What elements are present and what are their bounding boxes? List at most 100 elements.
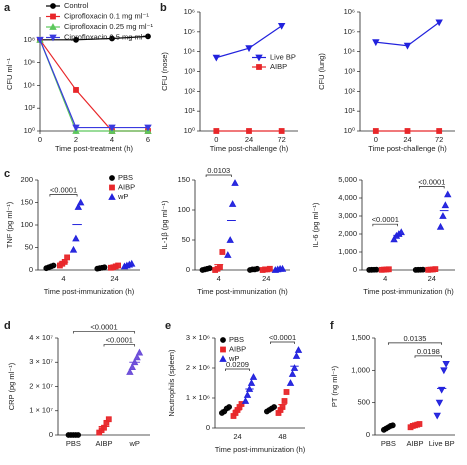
significance-label: <0.0001 (269, 333, 296, 342)
y-tick-label: 4 × 10⁷ (29, 333, 53, 342)
y-tick-label: 1,000 (338, 247, 357, 256)
y-tick-label: 10⁰ (344, 126, 355, 135)
significance-label: <0.0001 (50, 185, 77, 194)
marker (254, 265, 261, 272)
significance-bracket (419, 186, 445, 189)
y-tick-label: 4,000 (338, 193, 357, 202)
x-tick-label: 72 (277, 135, 285, 144)
marker (277, 22, 286, 30)
x-axis-title: Time post-immunization (h) (197, 287, 288, 296)
y-tick-label: 2,000 (338, 229, 357, 238)
marker (73, 36, 79, 43)
x-axis-title: Time post-immunization (h) (44, 287, 135, 296)
y-axis-title: CRP (pg ml⁻¹) (7, 362, 16, 410)
y-axis-title: IL-6 (pg ml⁻¹) (311, 202, 320, 247)
significance-bracket (414, 355, 443, 358)
x-axis-title: Time post-treatment (h) (55, 144, 134, 153)
marker (224, 251, 232, 258)
y-tick-label: 10⁴ (183, 47, 195, 56)
significance-bracket (387, 342, 443, 345)
marker (278, 264, 287, 272)
marker (219, 249, 226, 255)
y-tick-label: 50 (25, 242, 33, 251)
legend-label: AIBP (118, 182, 135, 191)
y-tick-label: 0 (206, 423, 210, 432)
marker (243, 391, 252, 398)
y-tick-label: 3 × 10⁶ (186, 333, 210, 342)
marker (416, 421, 423, 427)
x-tick-label: 0 (38, 135, 42, 144)
marker (220, 346, 226, 353)
x-tick-label: PBS (66, 439, 81, 448)
y-tick-label: 10³ (184, 66, 195, 75)
y-axis-title: IL-1β (pg ml⁻¹) (160, 200, 169, 250)
y-tick-label: 10² (24, 103, 35, 112)
marker (49, 23, 57, 30)
x-tick-label: 24 (403, 135, 411, 144)
x-tick-label: 6 (146, 135, 150, 144)
y-tick-label: 150 (177, 175, 190, 184)
marker (73, 87, 79, 93)
y-tick-label: 100 (177, 205, 190, 214)
marker (101, 264, 108, 271)
marker (133, 353, 141, 361)
marker (217, 264, 223, 270)
significance-label: <0.0001 (90, 323, 117, 332)
marker (397, 228, 405, 236)
x-tick-label: 4 (110, 135, 114, 144)
y-tick-label: 500 (357, 398, 370, 407)
significance-label: 0.0209 (226, 360, 249, 369)
y-tick-label: 200 (20, 175, 33, 184)
y-tick-label: 1 × 10⁶ (186, 393, 210, 402)
y-tick-label: 10⁶ (184, 7, 195, 16)
marker (128, 363, 136, 370)
axis (194, 180, 290, 271)
y-axis-title: CFU (lung) (317, 53, 326, 90)
marker (105, 416, 112, 423)
y-tick-label: 10⁵ (184, 27, 195, 36)
axis (199, 12, 298, 132)
marker (278, 128, 285, 134)
marker (69, 245, 78, 253)
marker (109, 175, 115, 181)
marker (249, 373, 258, 380)
x-tick-label: 4 (217, 274, 221, 283)
y-tick-label: 10³ (344, 66, 355, 75)
x-tick-label: 24 (262, 274, 270, 283)
marker (241, 397, 250, 404)
series-line (39, 39, 148, 129)
legend-label: Ciprofloxacin 0.5 mg ml⁻¹ (64, 32, 149, 41)
x-axis-title: Time post-challenge (h) (368, 144, 447, 153)
y-tick-label: 10⁸ (23, 35, 35, 44)
legend-label: AIBP (270, 62, 287, 71)
marker (72, 124, 80, 132)
marker (50, 3, 56, 9)
series-line (39, 39, 148, 132)
marker (288, 370, 297, 377)
y-tick-label: 10⁵ (344, 27, 355, 36)
x-tick-label: AIBP (95, 439, 112, 448)
marker (145, 33, 151, 40)
x-axis-title: Time post-immunization (h) (363, 287, 454, 296)
significance-bracket (372, 223, 398, 227)
panel-label: e (165, 320, 171, 332)
marker (64, 254, 70, 261)
marker (290, 364, 299, 371)
y-tick-label: 10¹ (184, 106, 195, 115)
x-tick-label: 0 (374, 135, 378, 144)
y-axis-title: CFU (nose) (160, 52, 169, 91)
y-tick-label: 2 × 10⁷ (29, 381, 53, 390)
marker (444, 190, 452, 198)
y-tick-label: 0 (29, 265, 33, 274)
y-tick-label: 0 (366, 430, 370, 439)
x-tick-label: 4 (383, 274, 387, 283)
marker (435, 399, 444, 407)
x-axis-title: Time post-challenge (h) (210, 144, 289, 153)
significance-bracket (72, 331, 136, 334)
significance-label: 0.0198 (417, 347, 440, 356)
marker (108, 124, 116, 132)
marker (76, 198, 85, 206)
legend-label: AIBP (229, 344, 246, 353)
marker (271, 404, 278, 410)
